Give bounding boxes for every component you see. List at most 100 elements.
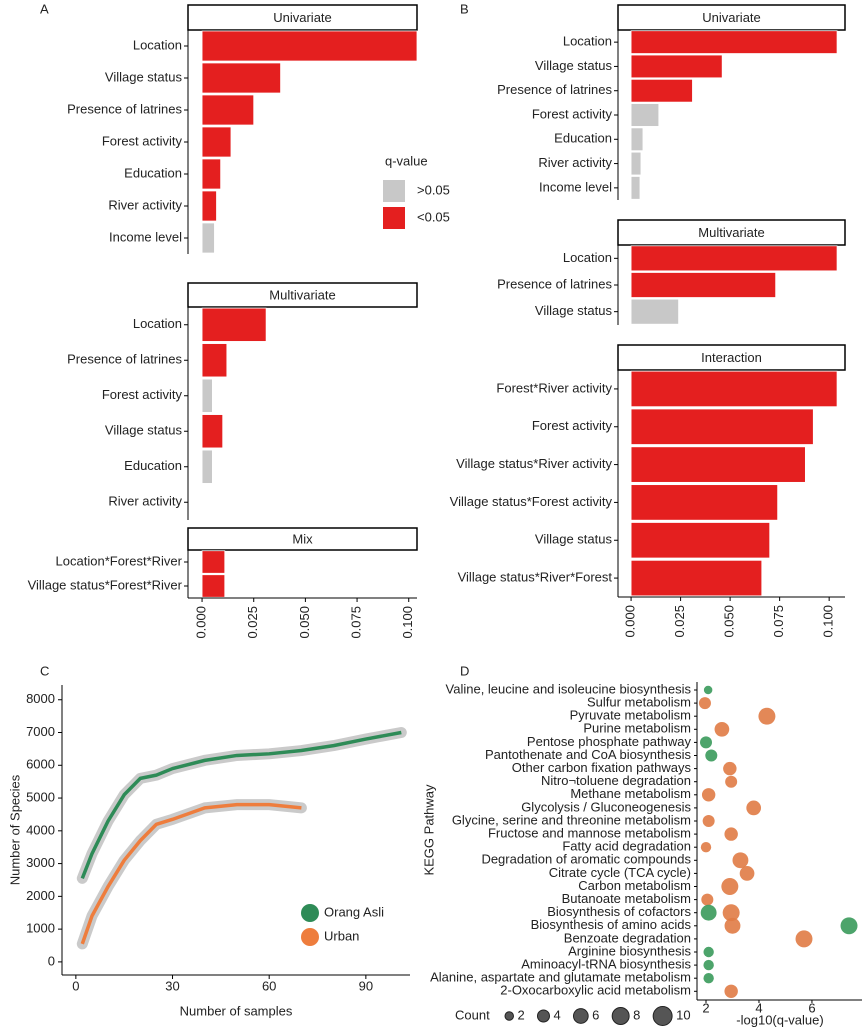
point	[722, 904, 740, 922]
category-label: Glycine, serine and threonine metabolism	[452, 812, 691, 827]
size-legend-label: 2	[517, 1007, 524, 1022]
category-label: River activity	[108, 197, 182, 212]
category-label: Arginine biosynthesis	[568, 943, 691, 958]
size-legend-label: 8	[633, 1007, 640, 1022]
point	[739, 866, 755, 881]
facet-header	[617, 4, 846, 31]
x-tick-label: 0.100	[821, 605, 836, 638]
point	[702, 815, 715, 827]
category-label: Forest activity	[532, 106, 613, 121]
facet-header	[187, 282, 418, 308]
bar	[630, 272, 777, 298]
category-label: Pyruvate metabolism	[570, 708, 691, 723]
x-axis-title: -log10(q-value)	[736, 1012, 823, 1027]
size-legend-marker	[652, 1006, 673, 1026]
category-label: Glycolysis / Gluconeogenesis	[521, 799, 691, 814]
bar	[201, 550, 226, 574]
x-tick-label: 90	[359, 978, 373, 993]
category-label: Benzoate degradation	[564, 930, 691, 945]
facet-title: Univariate	[273, 10, 332, 25]
x-tick-label: 0.025	[672, 605, 687, 638]
x-tick-label: 30	[165, 978, 179, 993]
category-label: Village status*River activity	[456, 456, 612, 471]
category-label: Village status	[535, 303, 613, 318]
point	[700, 736, 713, 749]
point	[795, 930, 813, 948]
point	[703, 973, 714, 984]
y-axis-title: Number of Species	[7, 774, 22, 885]
bar	[630, 522, 771, 559]
x-tick-label: 0.000	[623, 605, 638, 638]
bar	[630, 151, 642, 176]
point	[746, 800, 762, 816]
size-legend-title: Count	[455, 1007, 490, 1022]
bar	[201, 449, 213, 484]
bar	[630, 298, 680, 325]
category-label: Income level	[109, 229, 182, 244]
y-tick-label: 7000	[26, 724, 55, 739]
bar	[201, 62, 281, 94]
bar	[630, 127, 644, 152]
point	[840, 917, 858, 935]
point	[725, 775, 738, 788]
series-line	[80, 730, 402, 879]
facet-header	[617, 344, 846, 371]
bar	[201, 126, 232, 158]
panel-label: C	[40, 663, 49, 678]
point	[721, 878, 739, 895]
panel-label: D	[460, 663, 469, 678]
category-label: Citrate cycle (TCA cycle)	[549, 865, 691, 880]
category-label: Alanine, aspartate and glutamate metabol…	[430, 970, 691, 985]
bar	[630, 370, 838, 408]
category-label: Forest activity	[532, 418, 613, 433]
panel-label: A	[40, 1, 49, 16]
bar	[630, 54, 723, 79]
category-label: Biosynthesis of amino acids	[531, 917, 692, 932]
point	[732, 852, 749, 869]
bar	[630, 78, 693, 103]
point	[724, 984, 738, 999]
legend-label: >0.05	[417, 182, 450, 197]
y-tick-label: 5000	[26, 789, 55, 804]
size-legend-marker	[572, 1008, 589, 1024]
category-label: Biosynthesis of cofactors	[547, 904, 691, 919]
point	[714, 721, 730, 737]
category-label: Fructose and mannose metabolism	[488, 826, 691, 841]
bar	[630, 30, 838, 54]
bar	[201, 574, 226, 598]
x-tick-label: 6	[808, 1000, 815, 1015]
category-label: Forest activity	[102, 133, 183, 148]
point	[703, 959, 714, 971]
y-tick-label: 0	[48, 953, 55, 968]
category-label: Pentose phosphate pathway	[527, 734, 692, 749]
legend-marker	[301, 904, 319, 922]
bar	[201, 307, 267, 342]
category-label: Village status*River*Forest	[458, 570, 613, 585]
category-label: Other carbon fixation pathways	[512, 760, 692, 775]
category-label: Location	[133, 316, 182, 331]
category-label: Income level	[539, 179, 612, 194]
point	[700, 842, 712, 853]
size-legend-label: 6	[592, 1007, 599, 1022]
point	[724, 917, 741, 934]
legend-swatch	[383, 207, 405, 229]
x-tick-label: 0.075	[349, 606, 364, 639]
point	[724, 827, 738, 841]
bar	[201, 343, 228, 378]
category-label: Education	[554, 131, 612, 146]
bar	[630, 103, 660, 127]
category-label: Education	[124, 165, 182, 180]
bar	[201, 414, 224, 449]
category-label: 2-Oxocarboxylic acid metabolism	[500, 983, 691, 998]
category-label: Purine metabolism	[583, 721, 691, 736]
bar	[630, 446, 806, 483]
category-label: Forest activity	[102, 387, 183, 402]
bar	[201, 378, 213, 413]
facet-title: Univariate	[702, 10, 761, 25]
category-label: River activity	[108, 494, 182, 509]
legend-label: Orang Asli	[324, 904, 384, 919]
point	[701, 788, 716, 802]
y-axis-title: KEGG Pathway	[421, 784, 436, 876]
point	[703, 685, 713, 695]
